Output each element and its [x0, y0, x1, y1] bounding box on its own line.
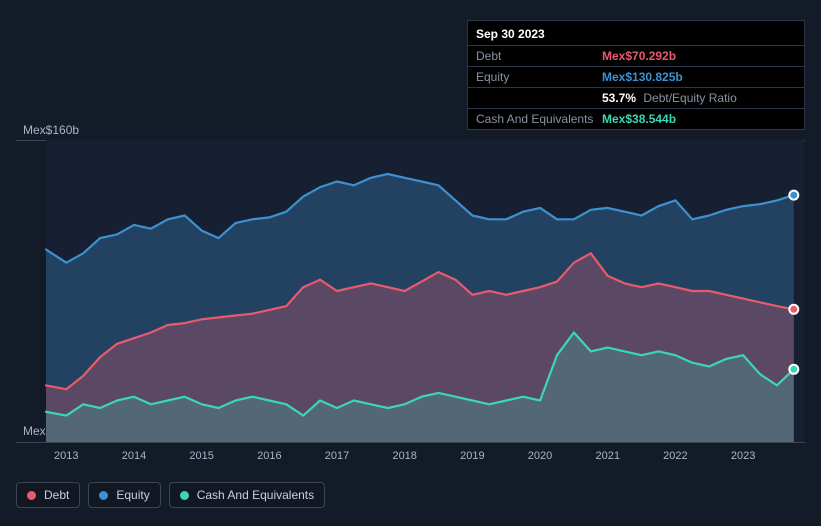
x-axis-label: 2014 — [122, 450, 146, 462]
tooltip-debt-value: Mex$70.292b — [602, 48, 676, 64]
legend-item-cash[interactable]: Cash And Equivalents — [169, 482, 325, 508]
x-axis-label: 2017 — [325, 450, 349, 462]
plot-area[interactable] — [46, 140, 804, 442]
tooltip-equity-value: Mex$130.825b — [602, 69, 683, 85]
legend-dot-debt — [27, 491, 36, 500]
legend: Debt Equity Cash And Equivalents — [16, 482, 325, 508]
tooltip-ratio-label — [476, 90, 602, 106]
x-axis-label: 2013 — [54, 450, 78, 462]
x-axis-label: 2022 — [663, 450, 687, 462]
chart-container: Sep 30 2023 Debt Mex$70.292b Equity Mex$… — [0, 0, 821, 526]
x-axis-label: 2016 — [257, 450, 281, 462]
tooltip-row-equity: Equity Mex$130.825b — [468, 66, 804, 87]
legend-item-debt[interactable]: Debt — [16, 482, 80, 508]
legend-label-cash: Cash And Equivalents — [197, 488, 314, 502]
tooltip: Sep 30 2023 Debt Mex$70.292b Equity Mex$… — [467, 20, 805, 130]
legend-item-equity[interactable]: Equity — [88, 482, 160, 508]
tooltip-debt-label: Debt — [476, 48, 602, 64]
x-axis-label: 2020 — [528, 450, 552, 462]
tooltip-row-cash: Cash And Equivalents Mex$38.544b — [468, 108, 804, 129]
tooltip-date: Sep 30 2023 — [468, 25, 804, 45]
x-axis-label: 2023 — [731, 450, 755, 462]
tooltip-row-ratio: 53.7% Debt/Equity Ratio — [468, 87, 804, 108]
y-axis-label-max: Mex$160b — [23, 123, 79, 137]
x-axis-label: 2018 — [392, 450, 416, 462]
tooltip-equity-label: Equity — [476, 69, 602, 85]
tooltip-row-debt: Debt Mex$70.292b — [468, 45, 804, 66]
tooltip-cash-value: Mex$38.544b — [602, 111, 676, 127]
tooltip-ratio-value: 53.7% — [602, 91, 636, 105]
legend-label-equity: Equity — [116, 488, 149, 502]
gridline-bottom — [16, 442, 805, 443]
x-axis-label: 2021 — [595, 450, 619, 462]
x-axis-label: 2015 — [189, 450, 213, 462]
legend-dot-equity — [99, 491, 108, 500]
x-axis-label: 2019 — [460, 450, 484, 462]
tooltip-ratio-extra: Debt/Equity Ratio — [643, 91, 736, 105]
x-axis: 2013 2014 2015 2016 2017 2018 2019 2020 2021 2022… — [46, 450, 804, 466]
legend-dot-cash — [180, 491, 189, 500]
tooltip-cash-label: Cash And Equivalents — [476, 111, 602, 127]
legend-label-debt: Debt — [44, 488, 69, 502]
